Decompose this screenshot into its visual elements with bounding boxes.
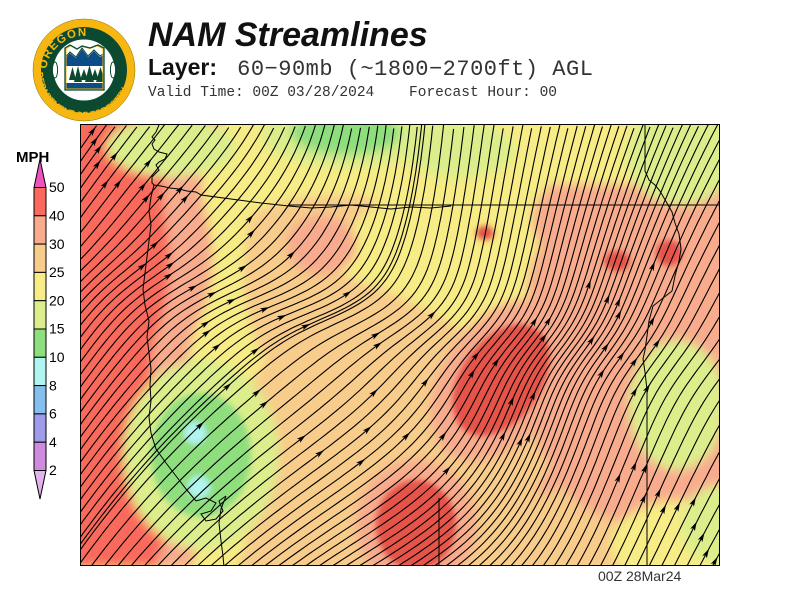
svg-text:20: 20	[49, 292, 65, 308]
svg-text:2: 2	[49, 462, 57, 478]
svg-text:10: 10	[49, 349, 65, 365]
svg-text:15: 15	[49, 321, 65, 337]
svg-text:25: 25	[49, 264, 65, 280]
svg-text:50: 50	[49, 179, 65, 195]
svg-text:40: 40	[49, 208, 65, 224]
svg-text:4: 4	[49, 434, 57, 450]
svg-text:6: 6	[49, 406, 57, 422]
svg-text:8: 8	[49, 377, 57, 393]
svg-text:MPH: MPH	[16, 150, 49, 166]
svg-text:30: 30	[49, 236, 65, 252]
